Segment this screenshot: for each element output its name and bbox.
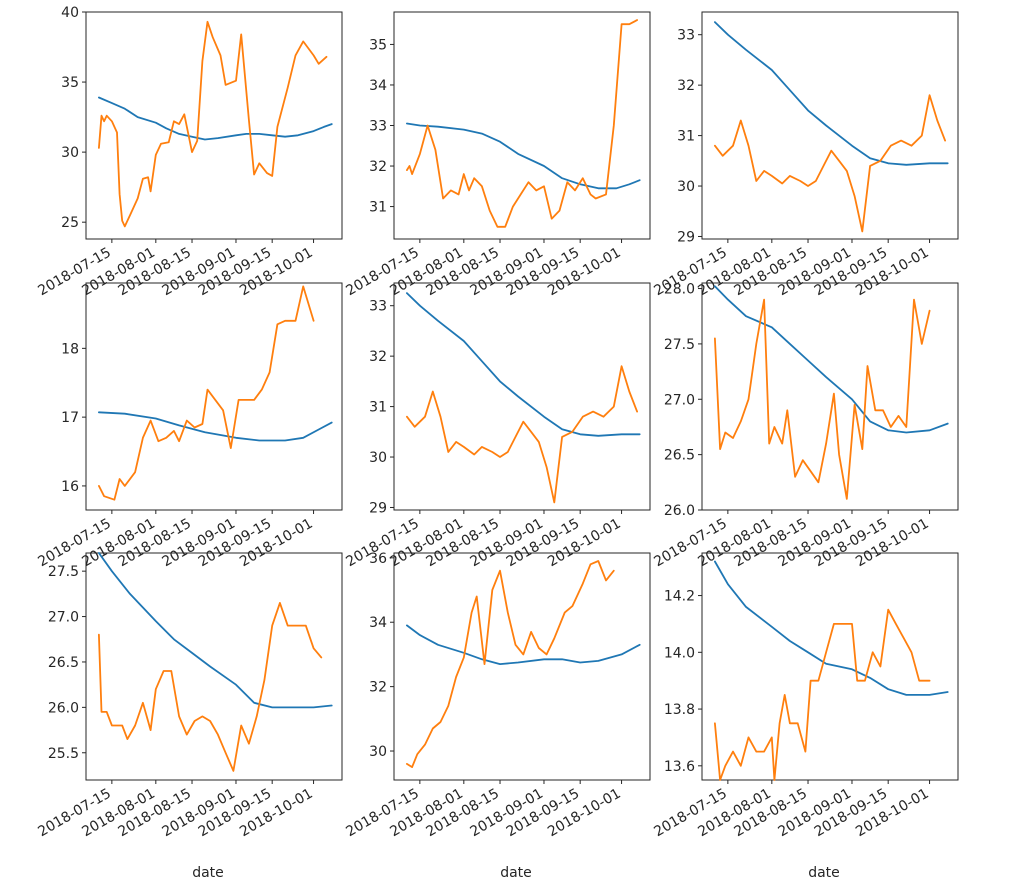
series-line-2 (405, 19, 638, 228)
y-tick-label: 31 (369, 400, 387, 416)
y-tick-label: 30 (369, 744, 387, 760)
subplot-8: 303234362018-07-152018-08-012018-08-1520… (343, 551, 651, 881)
y-tick-label: 32 (677, 78, 695, 94)
x-axis-title: date (808, 865, 840, 881)
series-line-2 (98, 285, 315, 501)
y-tick-label: 25.5 (48, 746, 79, 762)
y-tick-label: 26.5 (664, 448, 695, 464)
series-line-1 (714, 21, 949, 166)
subplot-6: 26.026.527.027.528.02018-07-152018-08-01… (651, 282, 959, 570)
y-tick-label: 32 (369, 680, 387, 696)
series-line-2 (714, 94, 946, 233)
y-tick-label: 13.6 (664, 759, 695, 775)
y-tick-label: 18 (61, 341, 79, 357)
series-line-2 (714, 608, 931, 781)
axes-frame (85, 11, 343, 240)
axes-frame (393, 552, 651, 781)
y-tick-label: 40 (61, 5, 79, 21)
y-tick-label: 36 (369, 551, 387, 567)
x-axis-title: date (500, 865, 532, 881)
y-tick-label: 31 (677, 129, 695, 145)
y-tick-label: 26.5 (48, 655, 79, 671)
axes-frame (85, 282, 343, 511)
y-tick-label: 32 (369, 159, 387, 175)
series-line-1 (98, 411, 333, 442)
y-tick-label: 35 (61, 75, 79, 91)
axes-frame (85, 552, 343, 781)
y-tick-label: 29 (677, 229, 695, 245)
x-axis-title: date (192, 865, 224, 881)
y-tick-label: 27.0 (664, 392, 695, 408)
y-tick-label: 30 (61, 145, 79, 161)
y-tick-label: 33 (369, 119, 387, 135)
subplot-7: 25.526.026.527.027.52018-07-152018-08-01… (35, 552, 343, 881)
subplot-9: 13.613.814.014.22018-07-152018-08-012018… (651, 552, 959, 881)
series-line-1 (405, 624, 641, 665)
subplot-4: 1617182018-07-152018-08-012018-08-152018… (35, 282, 343, 570)
y-tick-label: 27.5 (664, 337, 695, 353)
y-tick-label: 31 (369, 200, 387, 216)
y-tick-label: 17 (61, 410, 79, 426)
series-line-2 (98, 20, 328, 228)
subplot-2: 31323334352018-07-152018-08-012018-08-15… (343, 11, 651, 299)
axes-frame (701, 552, 959, 781)
y-tick-label: 29 (369, 500, 387, 516)
series-line-1 (98, 96, 333, 141)
y-tick-label: 27.0 (48, 610, 79, 626)
y-tick-label: 30 (369, 450, 387, 466)
y-tick-label: 32 (369, 349, 387, 365)
series-line-1 (98, 552, 333, 709)
y-tick-label: 14.0 (664, 645, 695, 661)
series-line-1 (714, 285, 949, 434)
y-tick-label: 14.2 (664, 589, 695, 605)
y-tick-label: 16 (61, 479, 79, 495)
y-tick-label: 28.0 (664, 282, 695, 298)
series-line-2 (714, 298, 931, 500)
y-tick-label: 35 (369, 37, 387, 53)
y-tick-label: 26.0 (664, 503, 695, 519)
series-line-2 (98, 602, 323, 772)
series-line-1 (405, 122, 641, 190)
y-tick-label: 26.0 (48, 700, 79, 716)
y-tick-label: 25 (61, 215, 79, 231)
y-tick-label: 33 (677, 28, 695, 44)
axes-frame (701, 282, 959, 511)
y-tick-label: 34 (369, 78, 387, 94)
y-tick-label: 33 (369, 299, 387, 315)
subplot-1: 253035402018-07-152018-08-012018-08-1520… (35, 5, 343, 299)
subplot-3: 29303132332018-07-152018-08-012018-08-15… (651, 11, 959, 299)
y-tick-label: 27.5 (48, 564, 79, 580)
axes-frame (701, 11, 959, 240)
subplot-5: 29303132332018-07-152018-08-012018-08-15… (343, 282, 651, 570)
y-tick-label: 34 (369, 615, 387, 631)
y-tick-label: 30 (677, 179, 695, 195)
y-tick-label: 13.8 (664, 702, 695, 718)
axes-frame (393, 282, 651, 511)
series-line-2 (405, 560, 615, 768)
series-line-1 (714, 560, 949, 696)
series-line-2 (405, 365, 638, 504)
series-line-1 (405, 292, 641, 437)
